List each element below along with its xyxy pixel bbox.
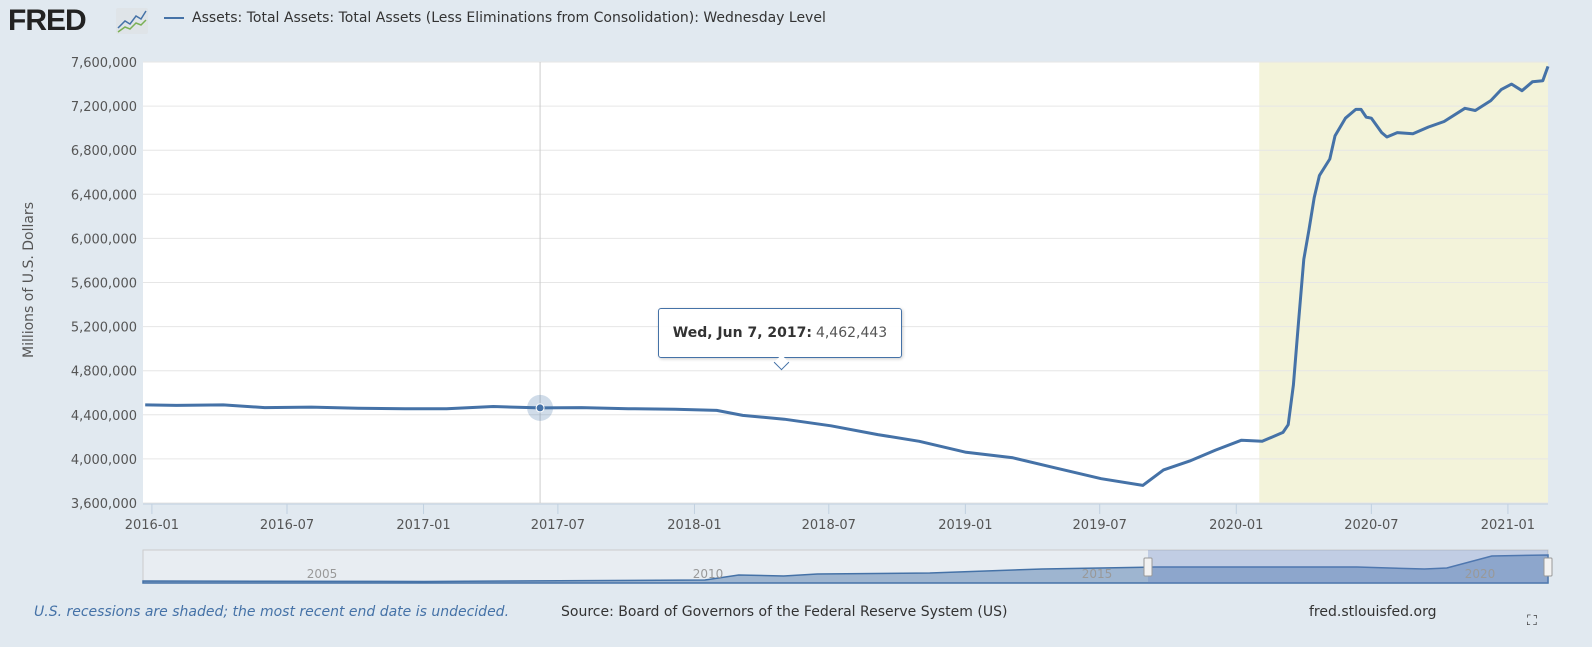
tooltip-value: 4,462,443 <box>815 325 888 341</box>
y-tick-label: 5,200,000 <box>71 321 137 336</box>
navigator-label: 2005 <box>307 567 338 581</box>
x-tick-label: 2016-01 <box>125 518 179 533</box>
y-tick-label: 4,400,000 <box>71 409 137 424</box>
y-tick-label: 7,200,000 <box>71 100 137 115</box>
legend-swatch <box>164 17 184 19</box>
series-line <box>145 65 1550 487</box>
tooltip-date: Wed, Jun 7, 2017: <box>672 325 812 341</box>
x-tick-label: 2017-07 <box>531 518 585 533</box>
y-tick-label: 4,000,000 <box>71 453 137 468</box>
navigator-series <box>142 554 1549 584</box>
y-tick-label: 3,600,000 <box>71 497 137 512</box>
x-tick-label: 2019-07 <box>1073 518 1127 533</box>
x-tick-label: 2019-01 <box>938 518 992 533</box>
navigator-handle-right[interactable] <box>1543 557 1553 577</box>
recession-note: U.S. recessions are shaded; the most rec… <box>34 604 510 620</box>
x-tick-label: 2018-07 <box>802 518 856 533</box>
source-text: Source: Board of Governors of the Federa… <box>561 604 1008 620</box>
tooltip: Wed, Jun 7, 2017: 4,462,443 <box>658 308 902 358</box>
y-tick-label: 4,800,000 <box>71 365 137 380</box>
fred-logo[interactable]: FRED <box>8 4 87 37</box>
y-tick-label: 7,600,000 <box>71 56 137 71</box>
fred-chart-logo-icon <box>116 8 148 34</box>
navigator-label: 2020 <box>1465 567 1496 581</box>
navigator-handle-left[interactable] <box>1143 557 1153 577</box>
x-tick-label: 2021-01 <box>1481 518 1535 533</box>
x-tick-label: 2016-07 <box>260 518 314 533</box>
navigator-selected-range[interactable] <box>1148 550 1548 583</box>
legend-item[interactable]: Assets: Total Assets: Total Assets (Less… <box>164 10 826 26</box>
hover-point <box>535 403 545 413</box>
navigator-label: 2010 <box>693 567 724 581</box>
y-tick-label: 6,800,000 <box>71 144 137 159</box>
y-tick-label: 6,000,000 <box>71 232 137 247</box>
expand-icon[interactable]: ⛶ <box>1527 613 1537 629</box>
y-tick-label: 6,400,000 <box>71 188 137 203</box>
legend-label: Assets: Total Assets: Total Assets (Less… <box>192 10 826 26</box>
x-tick-label: 2018-01 <box>667 518 721 533</box>
navigator-label: 2015 <box>1082 567 1113 581</box>
y-tick-label: 5,600,000 <box>71 277 137 292</box>
site-link[interactable]: fred.stlouisfed.org <box>1309 604 1437 620</box>
x-tick-label: 2020-01 <box>1209 518 1263 533</box>
x-tick-label: 2020-07 <box>1344 518 1398 533</box>
x-tick-label: 2017-01 <box>396 518 450 533</box>
chart-svg[interactable]: 3,600,000 4,000,000 4,400,000 4,800,000 5,20… <box>0 0 1592 600</box>
